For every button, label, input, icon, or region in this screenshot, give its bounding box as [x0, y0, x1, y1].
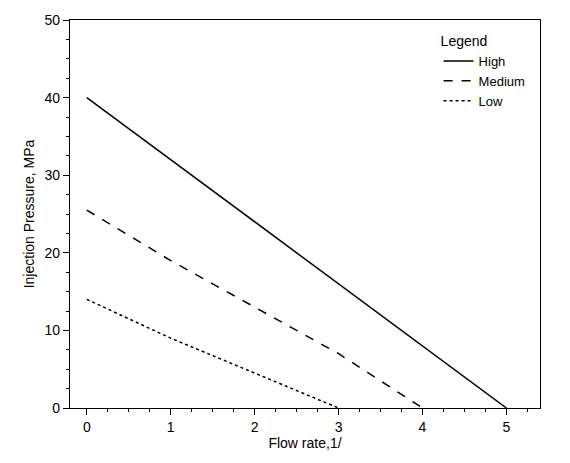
- svg-text:3: 3: [335, 419, 343, 435]
- svg-text:10: 10: [45, 322, 61, 338]
- svg-text:Injection Pressure, MPa: Injection Pressure, MPa: [21, 139, 37, 288]
- svg-text:0: 0: [52, 400, 60, 416]
- svg-text:20: 20: [45, 245, 61, 261]
- svg-text:High: High: [479, 54, 506, 69]
- svg-text:4: 4: [419, 419, 427, 435]
- svg-text:Legend: Legend: [441, 33, 488, 49]
- svg-text:Flow rate,1/: Flow rate,1/: [268, 435, 341, 451]
- svg-text:40: 40: [45, 90, 61, 106]
- svg-text:50: 50: [45, 12, 61, 28]
- svg-text:0: 0: [83, 419, 91, 435]
- svg-text:5: 5: [503, 419, 511, 435]
- svg-text:Medium: Medium: [479, 74, 525, 89]
- svg-text:30: 30: [45, 167, 61, 183]
- svg-text:2: 2: [251, 419, 259, 435]
- svg-text:1: 1: [167, 419, 175, 435]
- svg-text:Low: Low: [479, 94, 503, 109]
